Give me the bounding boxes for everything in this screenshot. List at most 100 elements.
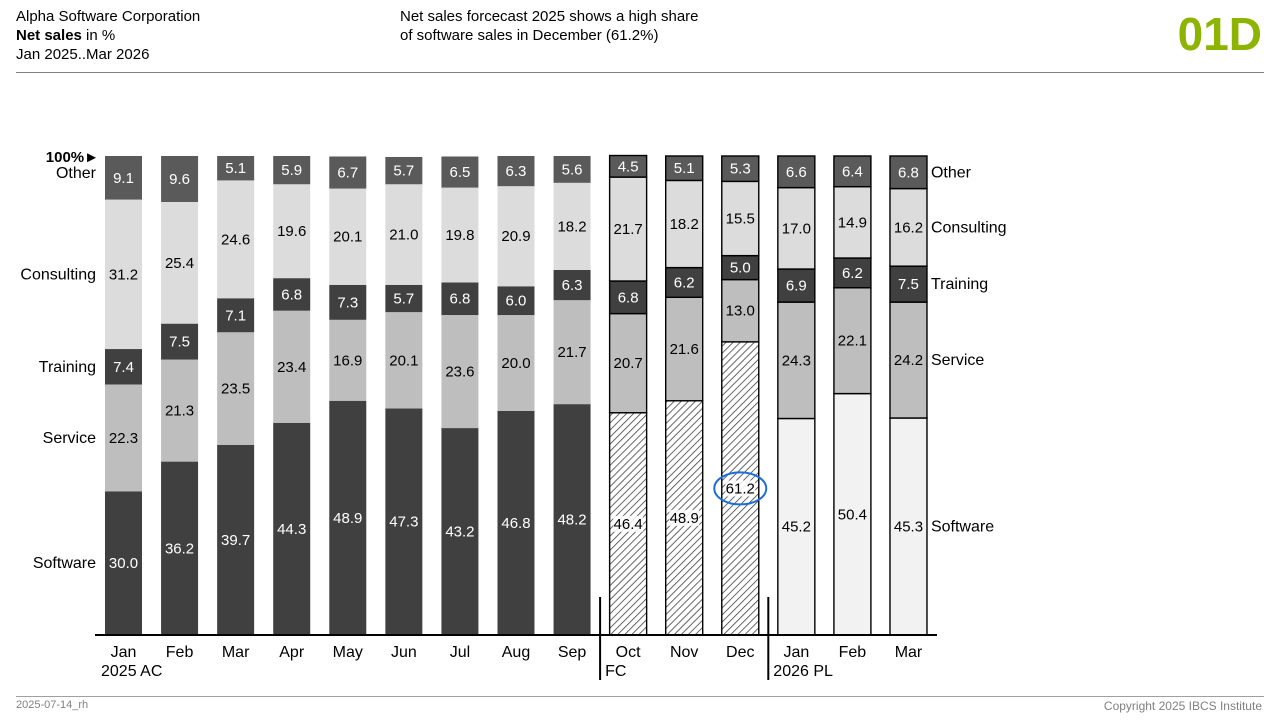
- label-bg-software-9: [613, 515, 644, 532]
- value-label-software-5: 47.3: [389, 514, 418, 531]
- value-label-software-12: 45.2: [782, 519, 811, 536]
- labels-layer: 30.0 22.3 7.4 31.2 9.1 36.2 21.3 7.5 25.4 9.6 39.7…: [109, 158, 923, 572]
- value-label-other-5: 5.7: [393, 163, 414, 180]
- footer-divider: [16, 696, 1264, 697]
- bar-software-1: [161, 461, 199, 635]
- bar-other-14: [889, 155, 928, 190]
- period-label: Jan 2025..Mar 2026: [16, 46, 150, 63]
- measure-unit: in %: [81, 27, 116, 44]
- scenario-label-2025-ac: 2025 AC: [101, 663, 162, 680]
- value-label-consulting-7: 20.9: [501, 228, 530, 245]
- bar-consulting-4: [329, 188, 367, 285]
- value-label-service-1: 21.3: [165, 403, 194, 420]
- bar-service-8: [553, 300, 591, 405]
- value-label-software-8: 48.2: [557, 512, 586, 529]
- label-bg-software-11: [725, 480, 756, 497]
- legend-right-other: Other: [931, 164, 972, 181]
- bar-service-10: [665, 296, 704, 402]
- bar-training-13: [833, 257, 872, 289]
- bar-service-3: [273, 310, 311, 423]
- value-label-service-14: 24.2: [894, 352, 923, 369]
- value-label-service-8: 21.7: [557, 344, 586, 361]
- category-label-13: Feb: [839, 644, 867, 661]
- bar-other-1: [161, 156, 199, 202]
- legend-left-service: Service: [43, 430, 96, 447]
- legend-left-training: Training: [39, 359, 96, 376]
- bar-consulting-14: [889, 187, 928, 267]
- value-label-software-2: 39.7: [221, 532, 250, 549]
- highlight-ellipse: [713, 471, 768, 506]
- category-label-14: Mar: [895, 644, 923, 661]
- bar-consulting-1: [161, 201, 199, 324]
- value-label-other-6: 6.5: [449, 164, 470, 181]
- bar-training-2: [217, 298, 255, 333]
- bars-layer: [105, 154, 928, 636]
- value-label-consulting-6: 19.8: [445, 227, 474, 244]
- category-label-1: Feb: [166, 644, 194, 661]
- bar-software-7: [497, 410, 535, 635]
- bar-other-12: [777, 155, 816, 189]
- value-label-other-9: 4.5: [618, 158, 639, 175]
- bar-other-9: [608, 154, 648, 178]
- value-label-training-7: 6.0: [506, 293, 527, 310]
- category-label-6: Jul: [450, 644, 470, 661]
- value-label-other-11: 5.3: [730, 161, 751, 178]
- footer-left-text: 2025-07-14_rh: [16, 699, 89, 711]
- bar-consulting-6: [441, 187, 479, 283]
- bar-other-8: [553, 156, 591, 183]
- value-label-consulting-3: 19.6: [277, 223, 306, 240]
- value-label-training-4: 7.3: [337, 294, 358, 311]
- value-label-consulting-8: 18.2: [557, 218, 586, 235]
- bar-training-0: [105, 349, 142, 385]
- value-label-service-13: 22.1: [838, 333, 867, 350]
- measure-bold: Net sales: [16, 27, 82, 44]
- bar-other-11: [721, 155, 760, 183]
- bar-software-13: [833, 392, 872, 636]
- value-label-training-12: 6.9: [786, 278, 807, 295]
- bar-consulting-2: [217, 180, 255, 299]
- bar-service-13: [833, 287, 872, 395]
- legend-right-software: Software: [931, 519, 994, 536]
- bar-software-14: [889, 417, 928, 636]
- value-label-other-13: 6.4: [842, 163, 863, 180]
- legend-right-training: Training: [931, 276, 988, 293]
- bar-software-0: [105, 491, 142, 635]
- category-label-4: May: [333, 644, 363, 661]
- bar-other-5: [385, 156, 423, 185]
- value-label-training-2: 7.1: [225, 307, 246, 324]
- bar-software-3: [273, 422, 311, 635]
- value-label-software-4: 48.9: [333, 510, 362, 527]
- bar-service-4: [329, 319, 367, 401]
- bar-service-0: [105, 384, 142, 492]
- measure-title: Net sales in %: [16, 26, 200, 45]
- value-label-service-0: 22.3: [109, 430, 138, 447]
- category-label-12: Jan: [783, 644, 809, 661]
- bar-other-7: [497, 156, 535, 187]
- value-label-service-7: 20.0: [501, 355, 530, 372]
- bar-service-6: [441, 315, 479, 429]
- bar-training-8: [553, 270, 591, 301]
- message-line-2: of software sales in December (61.2%): [400, 27, 659, 44]
- bar-training-3: [273, 278, 311, 311]
- bar-consulting-13: [833, 185, 872, 259]
- legend-left-software: Software: [33, 555, 96, 572]
- value-label-training-13: 6.2: [842, 265, 863, 282]
- bar-training-7: [497, 286, 535, 316]
- value-label-other-7: 6.3: [506, 163, 527, 180]
- category-label-10: Nov: [670, 644, 698, 661]
- value-label-consulting-4: 20.1: [333, 229, 362, 246]
- hundred-percent-marker: 100%►: [46, 149, 99, 166]
- value-label-service-12: 24.3: [782, 352, 811, 369]
- bar-software-6: [441, 428, 479, 635]
- value-label-training-11: 5.0: [730, 260, 751, 277]
- value-label-consulting-11: 15.5: [726, 211, 755, 228]
- value-label-training-14: 7.5: [898, 276, 919, 293]
- bar-software-2: [217, 444, 255, 635]
- value-label-other-1: 9.6: [169, 171, 190, 188]
- bar-other-0: [105, 156, 142, 200]
- value-label-training-8: 6.3: [562, 277, 583, 294]
- message-line-1: Net sales forcecast 2025 shows a high sh…: [400, 8, 699, 25]
- page-code: 01D: [1177, 8, 1262, 60]
- message-text: Net sales forcecast 2025 shows a high sh…: [400, 7, 699, 45]
- category-label-0: Jan: [111, 644, 137, 661]
